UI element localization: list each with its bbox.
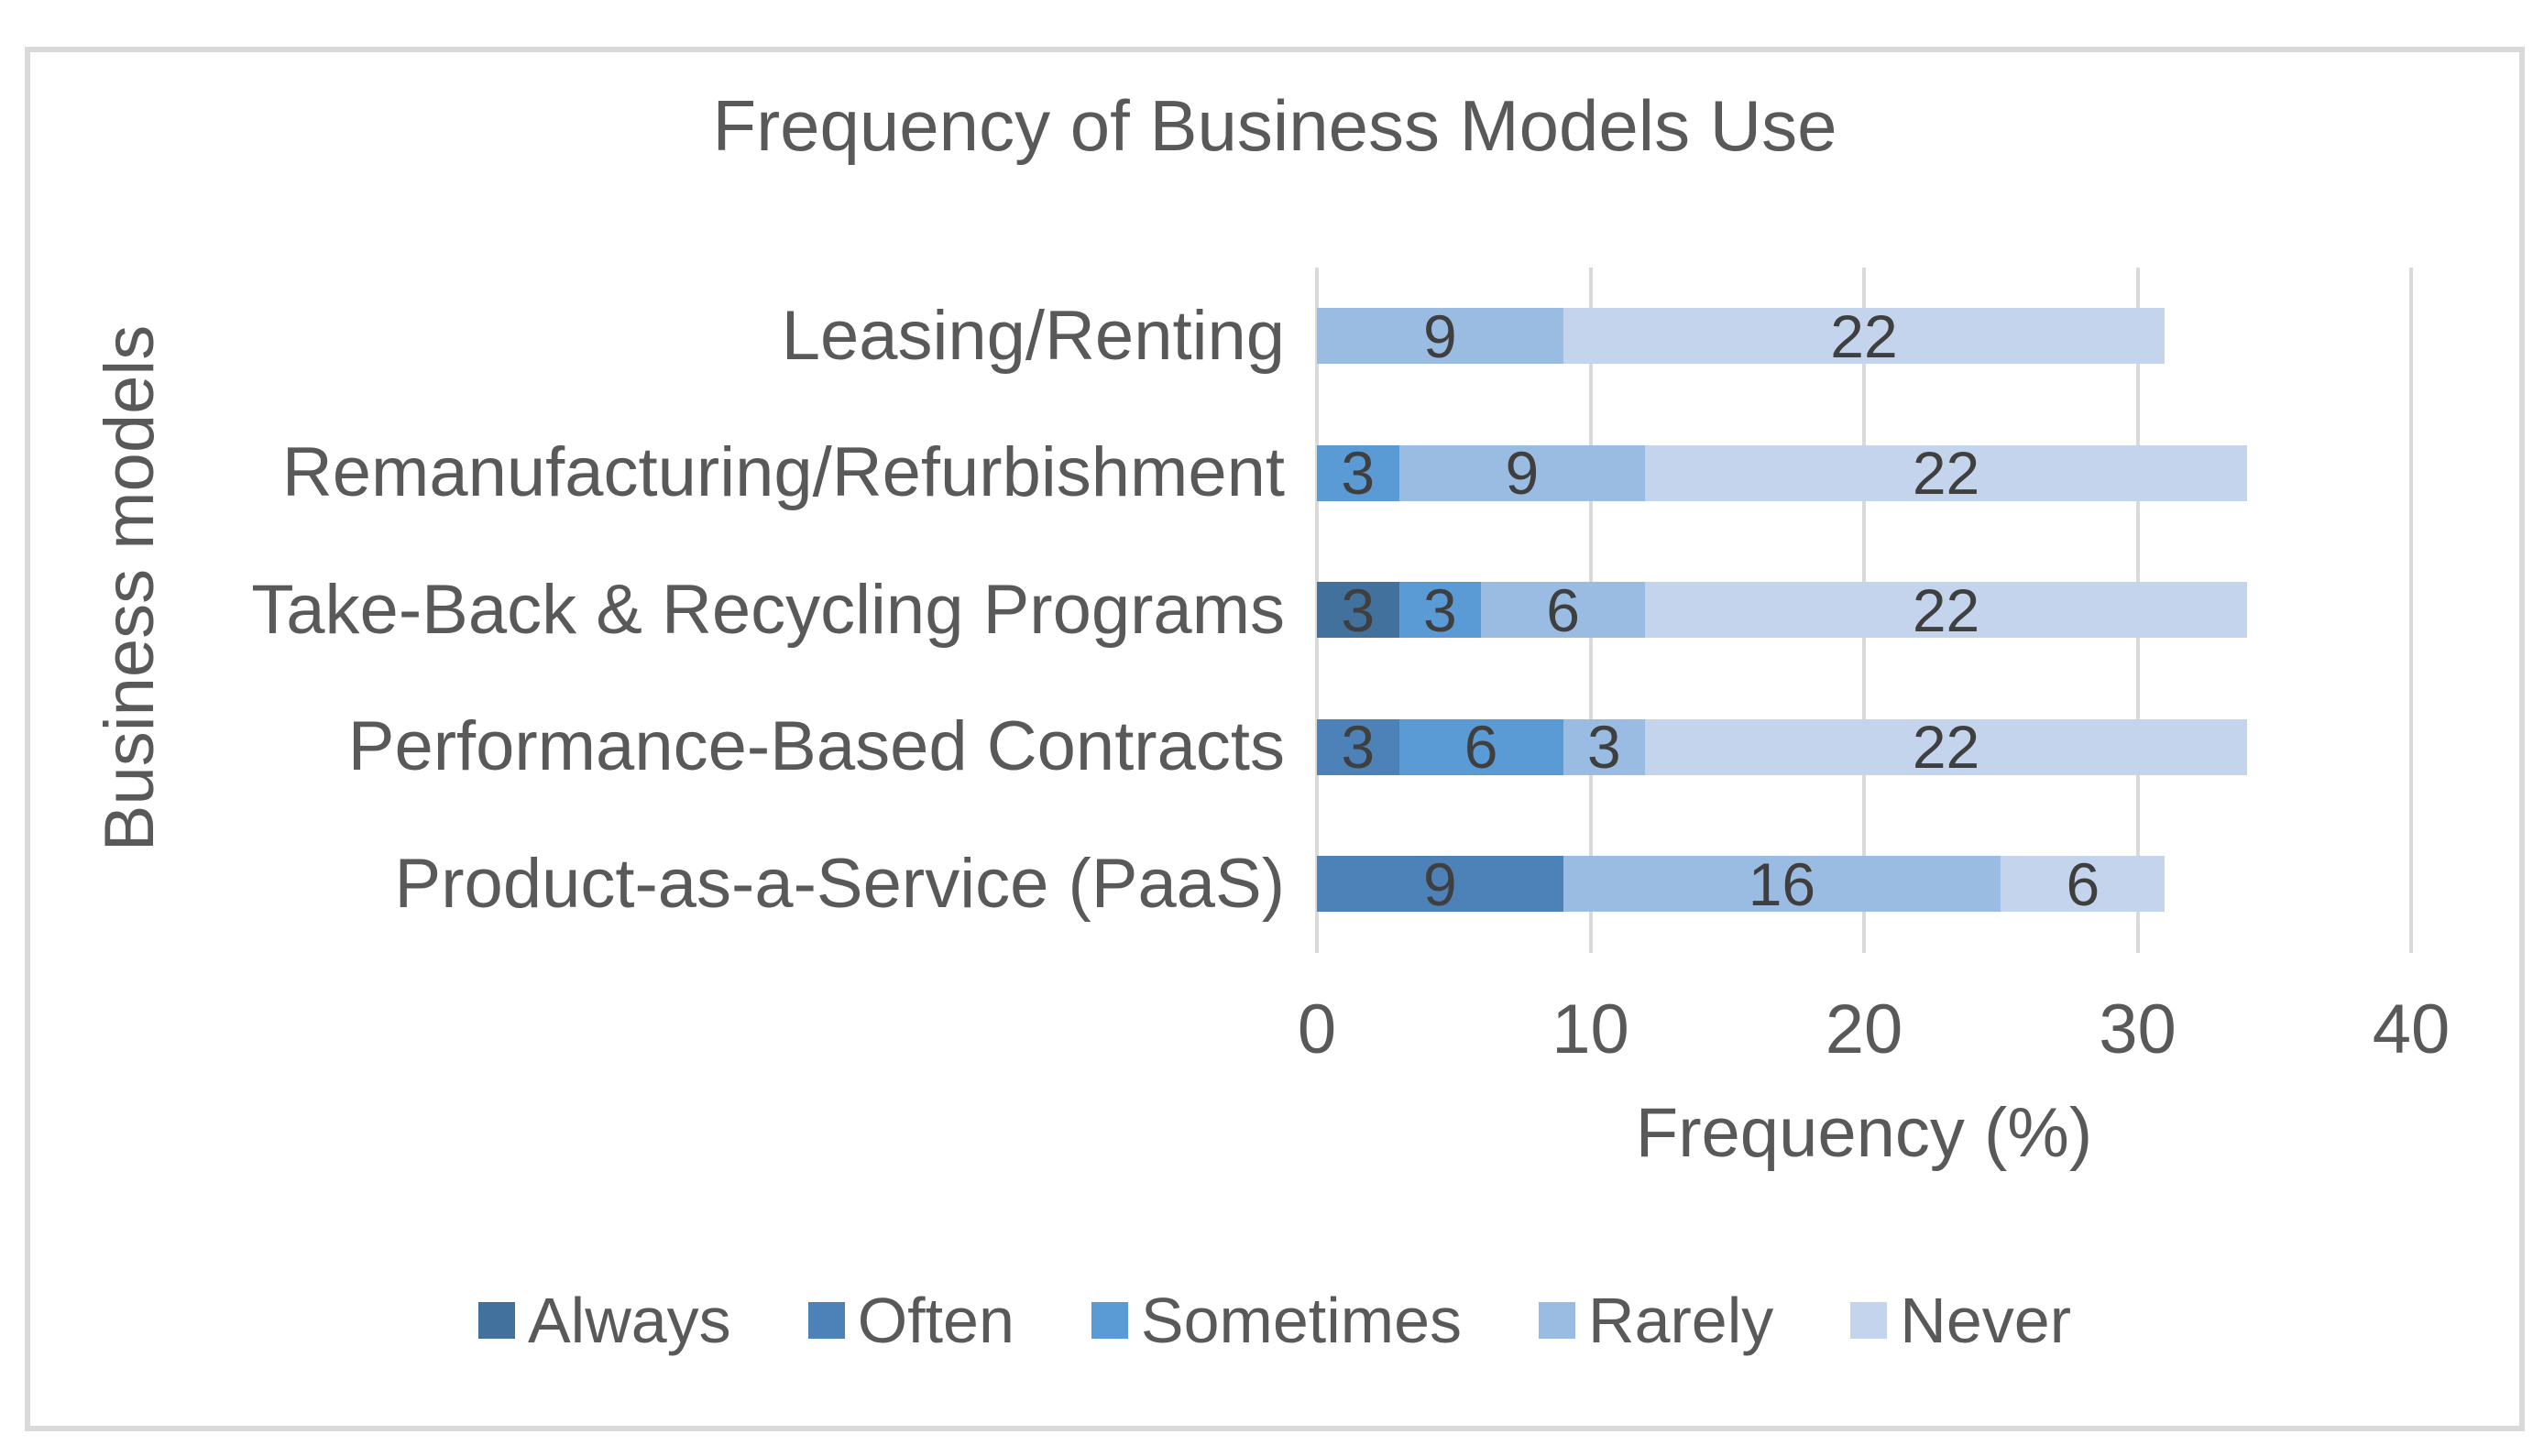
x-tick-label-20: 20	[1825, 991, 1903, 1068]
bar-value-label: 9	[1422, 301, 1457, 370]
legend-item-often: Often	[807, 1285, 1014, 1356]
legend-label: Often	[857, 1285, 1014, 1356]
bar-value-label: 9	[1422, 849, 1457, 918]
x-tick-label-30: 30	[2099, 991, 2177, 1068]
bar-segment-rarely: 6	[1481, 575, 1646, 644]
legend-swatch-icon	[1091, 1302, 1128, 1339]
legend-label: Rarely	[1588, 1285, 1774, 1356]
bar-segment-sometimes: 6	[1398, 713, 1563, 781]
bar-segment-never: 22	[1563, 301, 2166, 370]
bar-value-label: 3	[1341, 439, 1376, 507]
bar-segment-always: 3	[1317, 575, 1399, 644]
bar-segment-often: 9	[1317, 849, 1563, 918]
legend-swatch-icon	[1850, 1302, 1888, 1339]
legend: Always Often Sometimes Rarely Never	[25, 1287, 2525, 1353]
bar-value-label: 3	[1341, 575, 1376, 644]
bar-segment-sometimes: 3	[1398, 575, 1482, 644]
y-axis-title: Business models	[91, 324, 169, 852]
gridline-x-40	[2409, 268, 2413, 953]
bar-value-label: 22	[1830, 301, 1898, 370]
legend-swatch-icon	[477, 1302, 515, 1339]
bar-value-label: 3	[1341, 713, 1376, 781]
bar-segment-rarely: 3	[1563, 713, 1646, 781]
category-label: Performance-Based Contracts	[347, 707, 1285, 785]
legend-item-sometimes: Sometimes	[1091, 1287, 1462, 1353]
legend-label: Never	[1900, 1285, 2072, 1356]
category-label: Product-as-a-Service (PaaS)	[394, 844, 1285, 923]
x-tick-label-40: 40	[2372, 991, 2451, 1068]
bar-value-label: 22	[1912, 575, 1980, 644]
bar-segment-never: 6	[2001, 849, 2166, 918]
bar-value-label: 3	[1422, 575, 1457, 644]
bar-segment-rarely: 9	[1317, 301, 1563, 370]
bar-value-label: 22	[1912, 713, 1980, 781]
legend-item-always: Always	[477, 1285, 731, 1356]
category-label: Take-Back & Recycling Programs	[251, 570, 1285, 649]
legend-swatch-icon	[1539, 1302, 1576, 1339]
bar-value-label: 6	[1546, 575, 1580, 644]
x-tick-label-0: 0	[1297, 991, 1337, 1068]
legend-label: Always	[527, 1285, 731, 1356]
bar-segment-never: 22	[1645, 575, 2247, 644]
bar-value-label: 9	[1505, 439, 1540, 507]
bar-segment-rarely: 16	[1563, 849, 2001, 918]
x-axis-title: Frequency (%)	[1635, 1094, 2093, 1172]
bar-value-label: 22	[1912, 439, 1980, 507]
bar-segment-never: 22	[1645, 713, 2247, 781]
bar-value-label: 6	[1464, 713, 1498, 781]
bar-segment-sometimes: 3	[1317, 439, 1399, 507]
bar-segment-rarely: 9	[1398, 439, 1646, 507]
bar-segment-never: 22	[1645, 439, 2247, 507]
category-label: Remanufacturing/Refurbishment	[281, 433, 1285, 511]
chart-title: Frequency of Business Models Use	[712, 85, 1837, 166]
x-tick-label-10: 10	[1552, 991, 1629, 1068]
category-label: Leasing/Renting	[781, 296, 1285, 375]
legend-label: Sometimes	[1140, 1285, 1463, 1356]
bar-value-label: 16	[1748, 849, 1816, 918]
bar-value-label: 3	[1587, 713, 1621, 781]
legend-item-never: Never	[1850, 1287, 2071, 1353]
legend-swatch-icon	[807, 1302, 845, 1339]
legend-item-rarely: Rarely	[1539, 1287, 1773, 1353]
bar-segment-often: 3	[1317, 713, 1399, 781]
bar-value-label: 6	[2066, 849, 2100, 918]
